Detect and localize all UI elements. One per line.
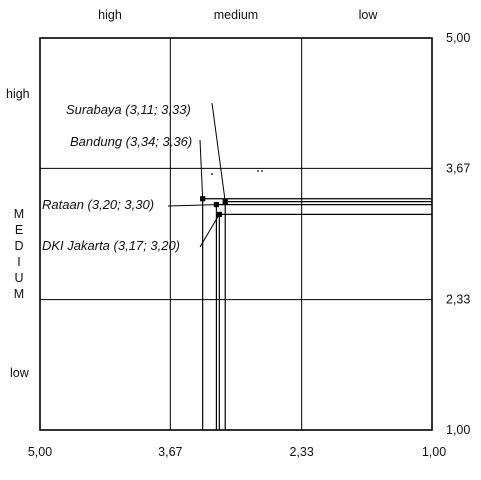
x-tick-label: 2,33 (289, 445, 313, 459)
y-tick-labels: 5,00 3,67 2,33 1,00 (446, 31, 470, 437)
data-points (200, 196, 228, 217)
y-tick-label: 3,67 (446, 161, 470, 175)
quadrant-gridlines (40, 38, 432, 430)
point-label: Rataan (3,20; 3,30) (42, 197, 154, 212)
stray-dot (211, 173, 213, 175)
leader-line (211, 102, 226, 202)
x-tick-label: 3,67 (158, 445, 182, 459)
vertical-label-letter: I (17, 255, 20, 269)
top-label-low: low (359, 8, 379, 22)
vertical-label-letter: E (15, 223, 23, 237)
stray-dot (261, 170, 263, 172)
point-label: Surabaya (3,11; 3,33) (66, 102, 191, 117)
leader-line (199, 214, 220, 248)
left-label-low: low (10, 366, 30, 380)
point-guide-lines (202, 198, 432, 430)
point-labels: Surabaya (3,11; 3,33) Bandung (3,34; 3,36… (42, 102, 192, 253)
stray-dot (257, 170, 259, 172)
x-tick-label: 5,00 (28, 445, 52, 459)
leader-line (199, 139, 204, 199)
left-label-high: high (6, 87, 30, 101)
point-label: Bandung (3,34; 3,36) (70, 134, 192, 149)
plot-frame (39, 37, 433, 431)
vertical-label-letter: M (14, 287, 24, 301)
vertical-label-letter: D (14, 239, 23, 253)
y-tick-label: 2,33 (446, 293, 470, 307)
vertical-label-letter: U (14, 271, 23, 285)
data-point (200, 196, 206, 202)
y-tick-label: 5,00 (446, 31, 470, 45)
label-leader-lines (167, 102, 226, 248)
data-point (222, 199, 228, 205)
y-tick-label: 1,00 (446, 423, 470, 437)
vertical-label-letter: M (14, 207, 24, 221)
data-point (216, 211, 222, 217)
top-label-high: high (98, 8, 122, 22)
leader-line (167, 204, 217, 207)
top-label-medium: medium (214, 8, 258, 22)
x-tick-labels: 5,00 3,67 2,33 1,00 (28, 445, 446, 459)
point-label: DKI Jakarta (3,17; 3,20) (42, 238, 180, 253)
x-tick-label: 1,00 (422, 445, 446, 459)
data-point (213, 202, 219, 208)
